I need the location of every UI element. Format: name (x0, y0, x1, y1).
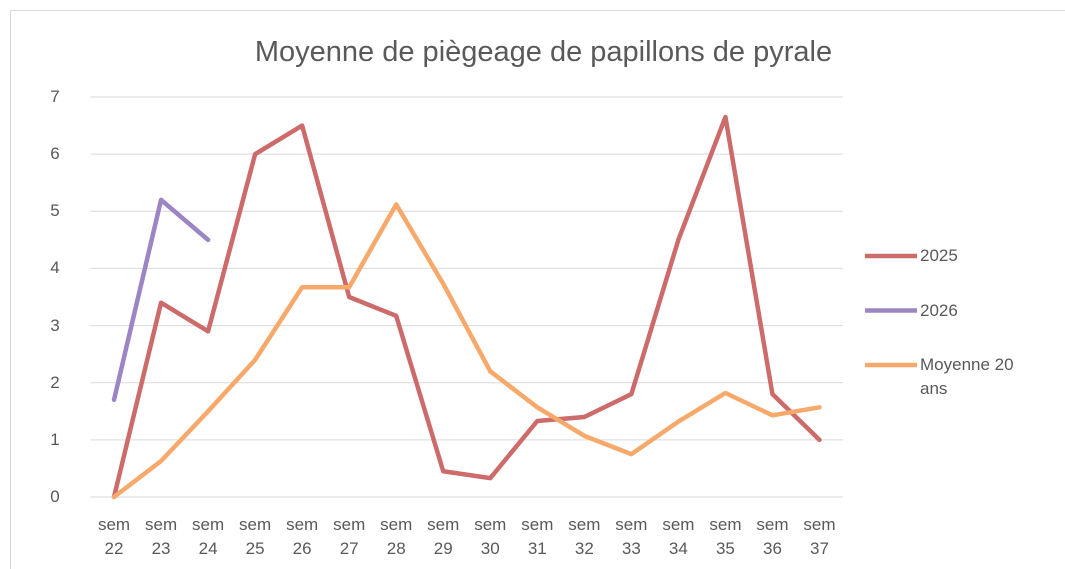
x-tick-label: sem 32 (568, 515, 601, 558)
x-tick-label: sem 23 (144, 515, 178, 558)
y-tick-label: 3 (50, 315, 60, 335)
legend-label: 2026 (920, 300, 958, 320)
x-tick-label: sem 29 (427, 515, 460, 558)
x-tick-label: sem 35 (709, 515, 742, 558)
series-line (111, 202, 822, 500)
x-tick-label: sem 31 (521, 515, 554, 558)
legend-label: 2025 (920, 246, 958, 265)
x-tick-label: sem 25 (239, 515, 272, 558)
x-tick-label: sem 36 (756, 515, 789, 558)
x-tick-label: sem 22 (97, 515, 131, 558)
y-tick-label: 4 (50, 258, 60, 278)
y-tick-label: 1 (50, 429, 60, 449)
y-tick-label: 2 (50, 372, 60, 392)
series-line (111, 197, 211, 403)
y-tick-label: 6 (50, 144, 60, 164)
x-tick-label: sem 37 (803, 515, 836, 558)
x-tick-label: sem 27 (333, 515, 366, 558)
chart-title: Moyenne de piègeage de papillons de pyra… (254, 36, 833, 68)
x-tick-label: sem 33 (615, 515, 648, 558)
x-tick-label: sem 26 (286, 515, 319, 558)
y-tick-label: 7 (50, 87, 60, 106)
y-tick-label: 0 (50, 487, 60, 506)
x-tick-label: sem 30 (474, 515, 507, 558)
legend-label: Moyenne 20 ans (920, 355, 1014, 398)
y-tick-label: 5 (50, 201, 60, 221)
x-tick-label: sem 34 (662, 515, 695, 558)
series-line (111, 114, 822, 500)
x-tick-label: sem 24 (192, 515, 225, 558)
chart-border (10, 10, 1065, 569)
x-tick-label: sem 28 (380, 515, 413, 558)
